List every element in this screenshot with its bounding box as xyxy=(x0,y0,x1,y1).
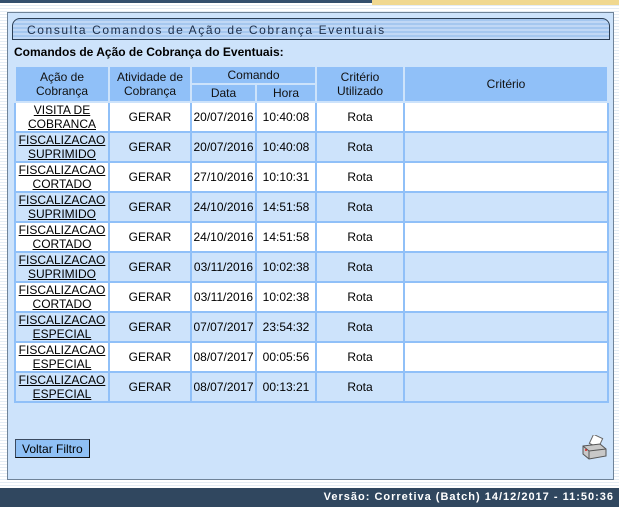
atividade-cell: GERAR xyxy=(108,371,192,403)
acao-link[interactable]: FISCALIZACAO CORTADO xyxy=(18,163,106,191)
data-cell: 24/10/2016 xyxy=(190,221,257,253)
criterio-cell xyxy=(403,161,609,193)
table-row: FISCALIZACAO SUPRIMIDO GERAR 20/07/2016 10:… xyxy=(14,131,609,163)
table-row: FISCALIZACAO SUPRIMIDO GERAR 03/11/2016 10:… xyxy=(14,251,609,283)
commands-table: Ação de Cobrança Atividade de Cobrança C… xyxy=(14,65,609,403)
main-panel: Consulta Comandos de Ação de Cobrança Ev… xyxy=(7,12,614,480)
header-atividade: Atividade de Cobrança xyxy=(108,65,192,103)
acao-cell: FISCALIZACAO SUPRIMIDO xyxy=(14,131,110,163)
header-comando: Comando xyxy=(190,65,317,85)
hora-cell: 10:40:08 xyxy=(255,101,317,133)
acao-cell: FISCALIZACAO CORTADO xyxy=(14,281,110,313)
criterio-cell xyxy=(403,221,609,253)
criterio-cell xyxy=(403,131,609,163)
data-cell: 08/07/2017 xyxy=(190,371,257,403)
hora-cell: 10:02:38 xyxy=(255,251,317,283)
panel-title: Consulta Comandos de Ação de Cobrança Ev… xyxy=(27,23,386,37)
header-acao: Ação de Cobrança xyxy=(14,65,110,103)
section-subtitle: Comandos de Ação de Cobrança do Eventuai… xyxy=(14,45,284,59)
table-row: FISCALIZACAO CORTADO GERAR 27/10/2016 10:10… xyxy=(14,161,609,193)
acao-cell: FISCALIZACAO SUPRIMIDO xyxy=(14,191,110,223)
table-row: FISCALIZACAO ESPECIAL GERAR 08/07/2017 00:1… xyxy=(14,371,609,403)
atividade-cell: GERAR xyxy=(108,311,192,343)
data-cell: 27/10/2016 xyxy=(190,161,257,193)
acao-link[interactable]: FISCALIZACAO SUPRIMIDO xyxy=(18,193,106,221)
atividade-cell: GERAR xyxy=(108,131,192,163)
data-cell: 03/11/2016 xyxy=(190,281,257,313)
version-text: Versão: Corretiva (Batch) 14/12/2017 - 1… xyxy=(323,491,614,503)
criterio-utilizado-cell: Rota xyxy=(315,161,405,193)
table-row: FISCALIZACAO SUPRIMIDO GERAR 24/10/2016 14:… xyxy=(14,191,609,223)
data-cell: 08/07/2017 xyxy=(190,341,257,373)
atividade-cell: GERAR xyxy=(108,341,192,373)
acao-cell: FISCALIZACAO SUPRIMIDO xyxy=(14,251,110,283)
hora-cell: 10:10:31 xyxy=(255,161,317,193)
acao-cell: VISITA DE COBRANCA xyxy=(14,101,110,133)
data-cell: 07/07/2017 xyxy=(190,311,257,343)
criterio-utilizado-cell: Rota xyxy=(315,281,405,313)
criterio-cell xyxy=(403,341,609,373)
data-cell: 20/07/2016 xyxy=(190,131,257,163)
atividade-cell: GERAR xyxy=(108,251,192,283)
table-row: FISCALIZACAO CORTADO GERAR 24/10/2016 14:51… xyxy=(14,221,609,253)
criterio-cell xyxy=(403,191,609,223)
atividade-cell: GERAR xyxy=(108,191,192,223)
acao-cell: FISCALIZACAO CORTADO xyxy=(14,221,110,253)
atividade-cell: GERAR xyxy=(108,101,192,133)
acao-cell: FISCALIZACAO CORTADO xyxy=(14,161,110,193)
acao-link[interactable]: VISITA DE COBRANCA xyxy=(27,103,96,131)
hora-cell: 10:40:08 xyxy=(255,131,317,163)
top-border xyxy=(0,0,619,3)
data-cell: 03/11/2016 xyxy=(190,251,257,283)
hora-cell: 23:54:32 xyxy=(255,311,317,343)
acao-cell: FISCALIZACAO ESPECIAL xyxy=(14,371,110,403)
printer-icon[interactable] xyxy=(580,435,608,461)
header-hora: Hora xyxy=(255,83,317,103)
criterio-utilizado-cell: Rota xyxy=(315,371,405,403)
acao-link[interactable]: FISCALIZACAO CORTADO xyxy=(18,283,106,311)
criterio-utilizado-cell: Rota xyxy=(315,131,405,163)
table-row: VISITA DE COBRANCA GERAR 20/07/2016 10:40:0… xyxy=(14,101,609,133)
acao-cell: FISCALIZACAO ESPECIAL xyxy=(14,341,110,373)
criterio-cell xyxy=(403,371,609,403)
criterio-cell xyxy=(403,281,609,313)
acao-cell: FISCALIZACAO ESPECIAL xyxy=(14,311,110,343)
criterio-utilizado-cell: Rota xyxy=(315,251,405,283)
panel-title-bar: Consulta Comandos de Ação de Cobrança Ev… xyxy=(12,18,610,40)
top-accent xyxy=(372,0,619,5)
hora-cell: 14:51:58 xyxy=(255,191,317,223)
table-row: FISCALIZACAO ESPECIAL GERAR 08/07/2017 00:0… xyxy=(14,341,609,373)
header-criterio: Critério xyxy=(403,65,609,103)
criterio-cell xyxy=(403,251,609,283)
criterio-cell xyxy=(403,101,609,133)
data-cell: 20/07/2016 xyxy=(190,101,257,133)
header-data: Data xyxy=(190,83,257,103)
criterio-utilizado-cell: Rota xyxy=(315,191,405,223)
hora-cell: 10:02:38 xyxy=(255,281,317,313)
table-row: FISCALIZACAO ESPECIAL GERAR 07/07/2017 23:5… xyxy=(14,311,609,343)
atividade-cell: GERAR xyxy=(108,221,192,253)
voltar-filtro-button[interactable]: Voltar Filtro xyxy=(15,439,90,458)
acao-link[interactable]: FISCALIZACAO CORTADO xyxy=(18,223,106,251)
atividade-cell: GERAR xyxy=(108,281,192,313)
criterio-utilizado-cell: Rota xyxy=(315,221,405,253)
acao-link[interactable]: FISCALIZACAO SUPRIMIDO xyxy=(18,253,106,281)
data-cell: 24/10/2016 xyxy=(190,191,257,223)
hora-cell: 14:51:58 xyxy=(255,221,317,253)
acao-link[interactable]: FISCALIZACAO ESPECIAL xyxy=(18,313,106,341)
header-criterio-utilizado: Critério Utilizado xyxy=(315,65,405,103)
criterio-utilizado-cell: Rota xyxy=(315,311,405,343)
criterio-cell xyxy=(403,311,609,343)
acao-link[interactable]: FISCALIZACAO SUPRIMIDO xyxy=(18,133,106,161)
atividade-cell: GERAR xyxy=(108,161,192,193)
table-row: FISCALIZACAO CORTADO GERAR 03/11/2016 10:02… xyxy=(14,281,609,313)
hora-cell: 00:05:56 xyxy=(255,341,317,373)
acao-link[interactable]: FISCALIZACAO ESPECIAL xyxy=(18,343,106,371)
criterio-utilizado-cell: Rota xyxy=(315,341,405,373)
footer-bar: Versão: Corretiva (Batch) 14/12/2017 - 1… xyxy=(0,488,619,507)
criterio-utilizado-cell: Rota xyxy=(315,101,405,133)
hora-cell: 00:13:21 xyxy=(255,371,317,403)
acao-link[interactable]: FISCALIZACAO ESPECIAL xyxy=(18,373,106,401)
